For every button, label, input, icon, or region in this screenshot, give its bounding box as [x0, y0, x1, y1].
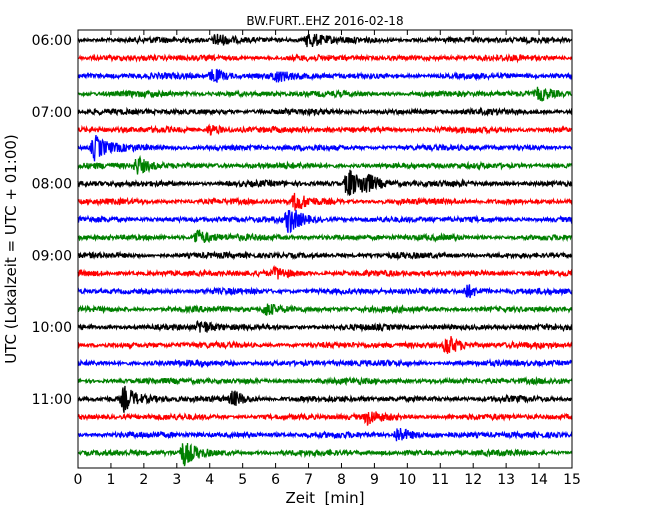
trace-0815 [77, 192, 573, 211]
trace-0645 [77, 86, 573, 102]
trace-1115 [77, 411, 573, 426]
x-tick-label: 10 [398, 472, 416, 488]
x-tick-label: 11 [431, 472, 449, 488]
y-tick-label: 07:00 [32, 105, 72, 121]
trace-1045 [77, 375, 573, 387]
x-axis-label: Zeit [min] [285, 489, 364, 507]
x-tick-label: 6 [271, 472, 280, 488]
x-tick-label: 2 [139, 472, 148, 488]
y-axis-label: UTC (Lokalzeit = UTC + 01:00) [2, 134, 20, 364]
x-tick-label: 3 [172, 472, 181, 488]
trace-0945 [77, 303, 573, 316]
trace-1100 [77, 385, 573, 413]
y-axis: 06:00 07:00 08:00 09:00 10:00 11:00 [32, 33, 572, 408]
trace-1030 [77, 358, 573, 369]
trace-0900 [77, 250, 573, 261]
chart-title: BW.FURT..EHZ 2016-02-18 [246, 14, 403, 28]
x-axis: 0 1 2 3 4 5 6 7 8 9 10 11 12 13 14 15 [74, 30, 581, 488]
trace-0800 [77, 169, 573, 197]
x-tick-label: 0 [74, 472, 83, 488]
trace-0915 [77, 264, 573, 280]
x-tick-label: 1 [106, 472, 115, 488]
plot-frame [77, 29, 573, 469]
y-tick-label: 10:00 [32, 320, 72, 336]
x-tick-label: 15 [563, 472, 581, 488]
trace-0600 [77, 33, 573, 48]
trace-0615 [77, 53, 573, 64]
trace-0745 [77, 154, 573, 175]
trace-1015 [77, 336, 573, 354]
y-tick-label: 08:00 [32, 177, 72, 193]
x-tick-label: 14 [530, 472, 548, 488]
x-tick-label: 5 [238, 472, 247, 488]
trace-1130 [77, 428, 573, 442]
trace-0730 [77, 135, 573, 162]
x-tick-label: 12 [464, 472, 482, 488]
y-tick-label: 09:00 [32, 248, 72, 264]
trace-0715 [77, 123, 573, 136]
trace-group [77, 33, 573, 467]
trace-0830 [77, 209, 573, 234]
x-tick-label: 9 [370, 472, 379, 488]
trace-0700 [77, 106, 573, 118]
x-tick-label: 8 [337, 472, 346, 488]
y-tick-label: 06:00 [32, 33, 72, 49]
trace-0930 [77, 284, 573, 299]
y-tick-label: 11:00 [32, 392, 72, 408]
trace-1000 [77, 320, 573, 333]
trace-0845 [77, 229, 573, 244]
trace-0630 [77, 68, 573, 83]
x-tick-label: 13 [497, 472, 515, 488]
trace-1145 [78, 442, 573, 467]
x-tick-label: 4 [205, 472, 214, 488]
x-tick-label: 7 [304, 472, 313, 488]
